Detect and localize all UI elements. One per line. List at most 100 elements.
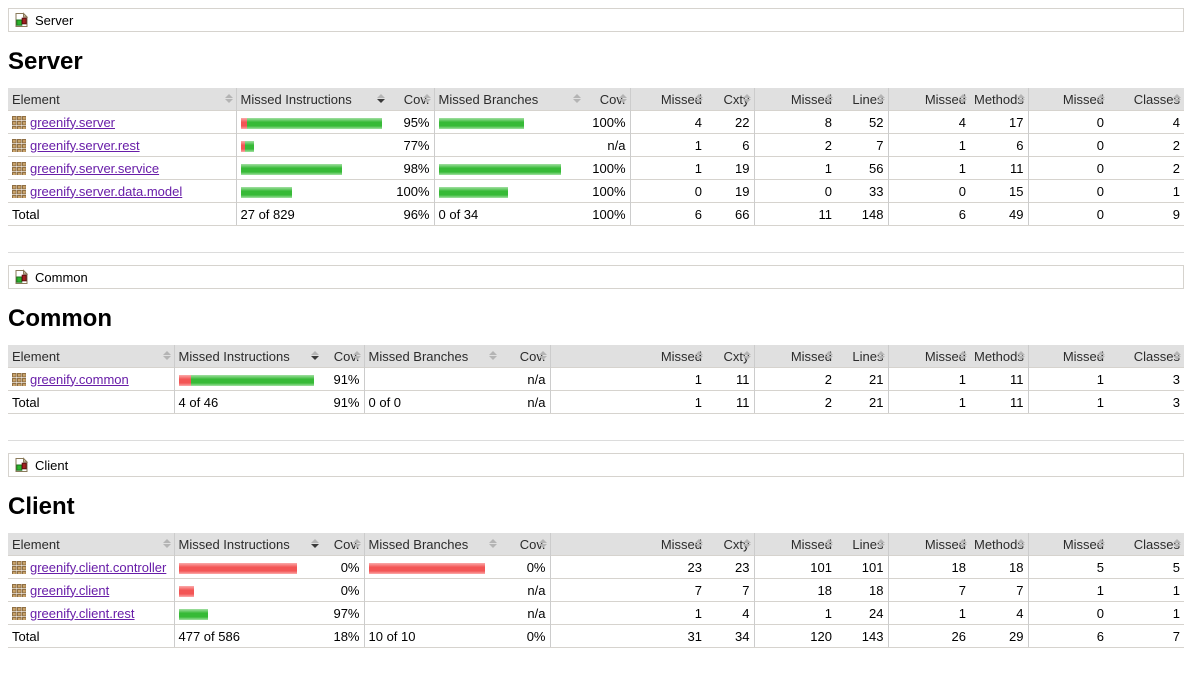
column-header-classes[interactable]: Classes	[1108, 533, 1184, 556]
column-header-element[interactable]: Element	[8, 533, 174, 556]
sort-icon	[1097, 539, 1105, 548]
column-header-missed-lines[interactable]: Missed	[753, 88, 836, 111]
column-header-missed-instructions[interactable]: Missed Instructions	[173, 533, 322, 556]
column-header-instructions-coverage[interactable]: Cov.	[322, 345, 364, 368]
counter-cell-missed-methods: 1	[887, 156, 970, 180]
column-header-methods[interactable]: Methods	[970, 345, 1028, 368]
package-link[interactable]: greenify.server.service	[30, 160, 160, 176]
missed-bar-red	[240, 140, 245, 152]
column-header-methods[interactable]: Methods	[970, 533, 1028, 556]
column-header-label: Element	[12, 348, 60, 364]
column-header-missed-cxty[interactable]: Missed	[549, 533, 706, 556]
counter-cell-methods: 4	[970, 601, 1028, 625]
total-counter-cell-missed-cxty: 1	[549, 390, 706, 414]
counter-cell-lines: 33	[836, 179, 888, 203]
page-title: Client	[8, 493, 75, 520]
column-header-element[interactable]: Element	[8, 88, 236, 111]
column-header-instructions-coverage[interactable]: Cov.	[388, 88, 434, 111]
package-icon	[12, 606, 26, 620]
column-header-label: Missed	[924, 91, 966, 107]
column-header-classes[interactable]: Classes	[1108, 88, 1184, 111]
column-header-lines[interactable]: Lines	[836, 345, 888, 368]
sort-icon	[695, 351, 703, 360]
column-header-label: Lines	[852, 348, 884, 364]
column-header-branches-coverage[interactable]: Cov.	[500, 345, 550, 368]
missed-instructions-bar-cell	[235, 179, 388, 203]
coverage-bar	[240, 140, 254, 152]
column-header-branches-coverage[interactable]: Cov.	[500, 533, 550, 556]
total-instructions-cell: 4 of 46	[173, 390, 322, 414]
covered-bar-green	[240, 163, 342, 175]
report-session-icon	[13, 269, 29, 285]
total-row: Total 477 of 586 18% 10 of 10 0% 31 34 120 143 26…	[8, 624, 1184, 648]
branches-coverage-cell: 100%	[584, 179, 630, 203]
column-header-methods[interactable]: Methods	[970, 88, 1028, 111]
column-header-missed-methods[interactable]: Missed	[887, 88, 970, 111]
package-link[interactable]: greenify.server	[30, 114, 116, 130]
branches-coverage-cell: 0%	[500, 555, 550, 579]
column-header-cxty[interactable]: Cxty	[706, 533, 754, 556]
report-session-icon	[13, 12, 29, 28]
page-title: Server	[8, 48, 83, 75]
column-header-missed-lines[interactable]: Missed	[753, 345, 836, 368]
package-link[interactable]: greenify.server.data.model	[30, 183, 183, 199]
missed-instructions-bar-cell	[235, 110, 388, 134]
package-link[interactable]: greenify.server.rest	[30, 137, 140, 153]
column-header-missed-branches[interactable]: Missed Branches	[363, 533, 500, 556]
total-branches-cell: 0 of 0	[363, 390, 500, 414]
column-header-missed-classes[interactable]: Missed	[1027, 345, 1108, 368]
column-header-label: Missed	[790, 91, 832, 107]
instructions-coverage-cell: 100%	[388, 179, 434, 203]
branches-coverage-cell: n/a	[584, 133, 630, 157]
counter-cell-cxty: 23	[706, 555, 754, 579]
coverage-bar	[178, 608, 208, 620]
column-header-missed-branches[interactable]: Missed Branches	[433, 88, 584, 111]
column-header-missed-methods[interactable]: Missed	[887, 533, 970, 556]
coverage-bar	[438, 163, 561, 175]
column-header-instructions-coverage[interactable]: Cov.	[322, 533, 364, 556]
column-header-missed-lines[interactable]: Missed	[753, 533, 836, 556]
column-header-missed-instructions[interactable]: Missed Instructions	[173, 345, 322, 368]
total-instructions-cell: 27 of 829	[235, 202, 388, 226]
column-header-branches-coverage[interactable]: Cov.	[584, 88, 630, 111]
missed-instructions-bar-cell	[173, 578, 322, 602]
package-link[interactable]: greenify.common	[30, 371, 129, 387]
counter-cell-missed-lines: 18	[753, 578, 836, 602]
column-header-missed-classes[interactable]: Missed	[1027, 533, 1108, 556]
total-instructions-cell: 477 of 586	[173, 624, 322, 648]
column-header-missed-cxty[interactable]: Missed	[629, 88, 706, 111]
total-branches-cell: 0 of 34	[433, 202, 584, 226]
column-header-label: Element	[12, 91, 60, 107]
page-title: Common	[8, 305, 112, 332]
sort-icon	[742, 539, 751, 548]
counter-cell-missed-lines: 1	[753, 156, 836, 180]
column-header-missed-branches[interactable]: Missed Branches	[363, 345, 500, 368]
coverage-bar	[178, 585, 194, 597]
total-counter-cell-missed-classes: 1	[1027, 390, 1108, 414]
column-header-missed-instructions[interactable]: Missed Instructions	[235, 88, 388, 111]
counter-cell-missed-lines: 1	[753, 601, 836, 625]
column-header-missed-cxty[interactable]: Missed	[549, 345, 706, 368]
column-header-missed-methods[interactable]: Missed	[887, 345, 970, 368]
column-header-label: Missed Instructions	[178, 536, 290, 552]
column-header-lines[interactable]: Lines	[836, 88, 888, 111]
package-link[interactable]: greenify.client.rest	[30, 605, 135, 621]
column-header-missed-classes[interactable]: Missed	[1027, 88, 1108, 111]
column-header-cxty[interactable]: Cxty	[706, 88, 754, 111]
coverage-bar	[178, 562, 297, 574]
package-link[interactable]: greenify.client	[30, 582, 110, 598]
column-header-cxty[interactable]: Cxty	[706, 345, 754, 368]
column-header-element[interactable]: Element	[8, 345, 174, 368]
column-header-classes[interactable]: Classes	[1108, 345, 1184, 368]
column-header-label: Lines	[852, 536, 884, 552]
sort-icon	[352, 539, 361, 548]
total-instructions-coverage-cell: 18%	[322, 624, 364, 648]
package-link[interactable]: greenify.client.controller	[30, 559, 167, 575]
column-header-lines[interactable]: Lines	[836, 533, 888, 556]
counter-cell-methods: 11	[970, 156, 1028, 180]
breadcrumb: Client	[8, 453, 1184, 477]
missed-instructions-bar-cell	[235, 133, 388, 157]
branches-coverage-cell: n/a	[500, 367, 550, 391]
counter-cell-cxty: 22	[706, 110, 754, 134]
sort-icon	[489, 539, 497, 548]
